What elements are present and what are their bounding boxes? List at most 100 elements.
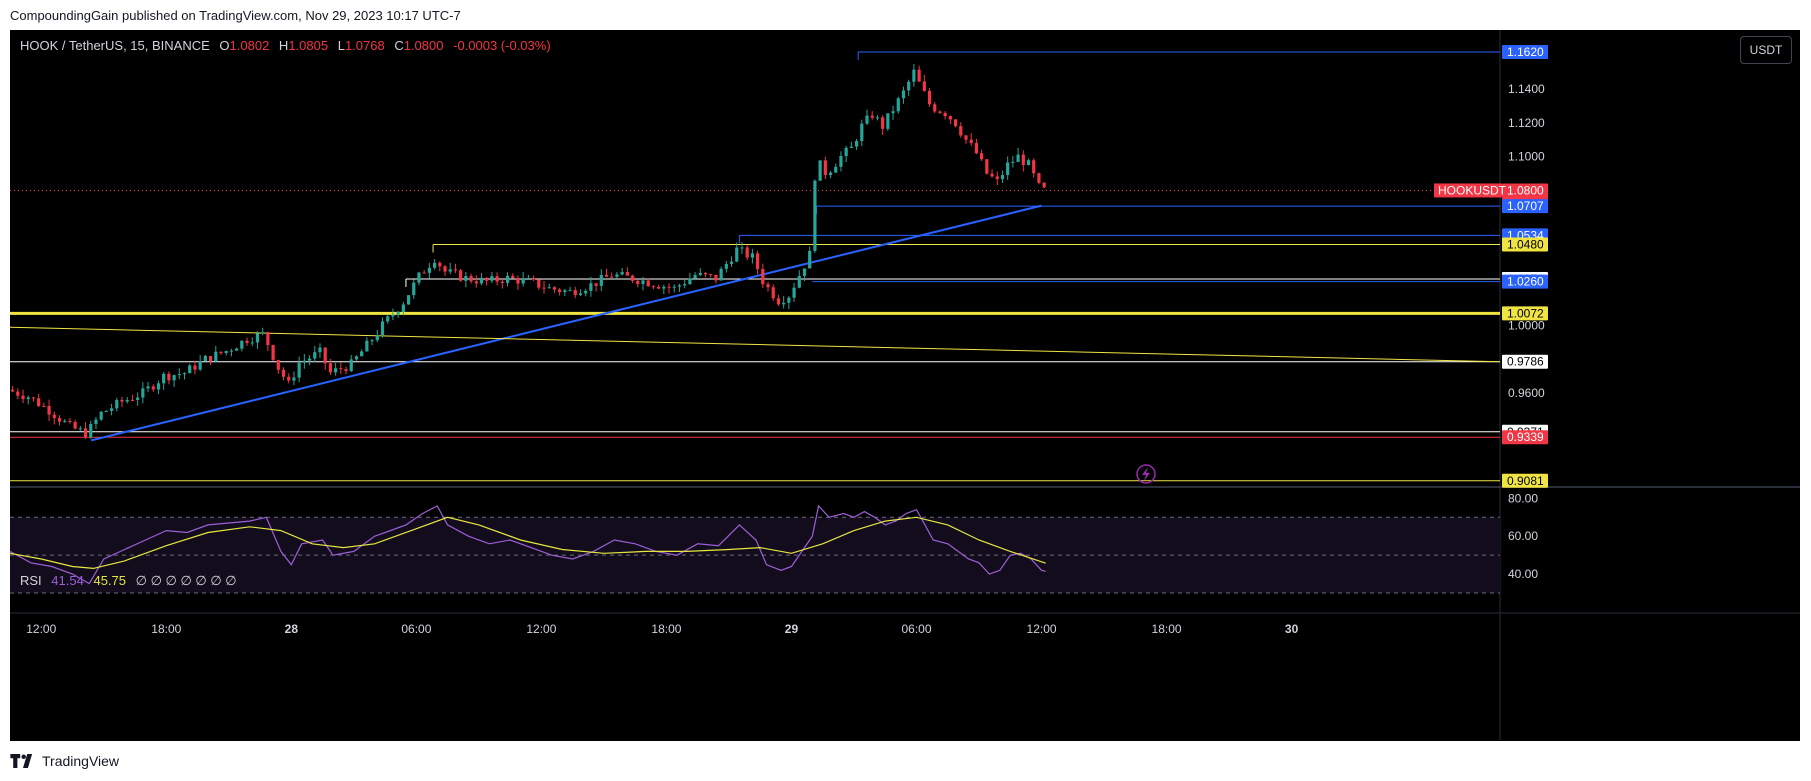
candle-body: [11, 389, 15, 392]
price-level-tag-label: 1.0707: [1507, 199, 1544, 213]
candle-body: [573, 290, 577, 296]
candle-body: [63, 420, 67, 422]
legend-low: 1.0768: [344, 38, 385, 53]
candle-body: [401, 304, 405, 313]
candle-body: [703, 272, 708, 275]
candle-body: [922, 81, 926, 91]
currency-button[interactable]: USDT: [1740, 36, 1792, 64]
candle-body: [594, 283, 598, 286]
candle-body: [886, 113, 890, 129]
candle-body: [130, 399, 135, 401]
candle-body: [417, 272, 421, 283]
candle-body: [834, 166, 838, 173]
candle-body: [57, 418, 62, 422]
candle-body: [412, 282, 416, 296]
time-tick-label: 12:00: [526, 622, 556, 636]
candle-body: [740, 247, 744, 249]
candle-body: [578, 293, 583, 296]
candle-body: [287, 376, 291, 381]
candle-body: [953, 119, 958, 127]
candle-body: [391, 314, 395, 317]
price-level-tag-label: 0.9081: [1507, 474, 1544, 488]
candle-body: [568, 290, 572, 292]
price-level-tag: [1502, 237, 1548, 252]
candle-body: [881, 117, 885, 129]
candle-body: [927, 90, 932, 105]
candle-body: [323, 347, 327, 364]
candle-body: [698, 272, 702, 275]
legend-open-label: O: [219, 38, 230, 53]
rsi-value: 41.54: [51, 573, 84, 588]
price-level-tag-label: 1.0480: [1507, 237, 1544, 251]
legend-change: -0.0003 (-0.03%): [453, 38, 551, 53]
rsi-tick-label: 40.00: [1508, 567, 1538, 581]
candle-body: [943, 112, 947, 117]
candle-body: [219, 351, 223, 354]
price-tick-label: 1.1200: [1508, 116, 1545, 130]
candle-body: [901, 90, 906, 99]
candle-body: [651, 286, 656, 288]
candle-body: [193, 365, 197, 370]
candle-body: [365, 340, 369, 352]
candle-body: [313, 352, 317, 359]
candle-body: [224, 351, 228, 354]
price-level-tag-label: 1.0800: [1507, 183, 1544, 197]
time-tick-label: 06:00: [401, 622, 431, 636]
price-tick-label: 1.1000: [1508, 150, 1545, 164]
candle-body: [1011, 161, 1015, 163]
time-tick-label: 12:00: [26, 622, 56, 636]
price-level-tag-label: 1.0072: [1507, 306, 1544, 320]
candle-body: [1000, 175, 1005, 180]
rsi-extra-values: ∅ ∅ ∅ ∅ ∅ ∅ ∅: [135, 573, 237, 588]
candle-body: [745, 247, 749, 258]
candle-body: [724, 263, 728, 269]
candle-body: [813, 180, 817, 251]
candle-body: [1006, 162, 1010, 176]
candle-body: [459, 270, 463, 281]
candle-body: [980, 153, 984, 160]
candle-body: [73, 421, 77, 429]
candle-body: [802, 268, 807, 276]
candle-body: [620, 272, 624, 275]
candle-body: [709, 274, 713, 276]
candle-body: [422, 272, 426, 274]
candle-body: [266, 332, 270, 346]
legend-close: 1.0800: [403, 38, 444, 53]
candle-body: [865, 115, 869, 124]
candle-body: [610, 276, 614, 278]
candle-body: [521, 278, 525, 284]
candle-body: [495, 276, 499, 282]
price-level-tag: [1502, 44, 1548, 59]
candle-body: [354, 356, 359, 360]
candle-body: [969, 139, 973, 144]
candle-body: [636, 280, 640, 285]
candle-body: [26, 397, 30, 400]
candle-body: [318, 347, 322, 353]
candle-body: [464, 275, 468, 281]
legend-close-label: C: [394, 38, 404, 53]
price-level-tag-label: 0.9786: [1507, 355, 1544, 369]
candle-body: [172, 375, 176, 381]
symbol-tag-label: HOOKUSDT: [1438, 183, 1507, 197]
price-level-tag: [1502, 306, 1548, 321]
candle-body: [870, 115, 874, 118]
candle-body: [344, 369, 348, 372]
candle-body: [94, 419, 98, 424]
candle-body: [141, 388, 145, 398]
candle-body: [729, 261, 734, 264]
candle-body: [542, 287, 546, 289]
candle-body: [584, 290, 588, 294]
candle-body: [766, 284, 770, 288]
candle-body: [31, 397, 36, 399]
candle-body: [1026, 160, 1031, 165]
candle-body: [672, 286, 676, 288]
candle-body: [78, 428, 82, 430]
candle-body: [808, 250, 812, 269]
time-tick-label: 12:00: [1027, 622, 1057, 636]
candle-body: [677, 285, 682, 287]
candle-body: [235, 348, 239, 351]
candle-body: [42, 405, 46, 407]
candle-body: [448, 269, 452, 272]
price-level-tag: [1502, 473, 1548, 488]
